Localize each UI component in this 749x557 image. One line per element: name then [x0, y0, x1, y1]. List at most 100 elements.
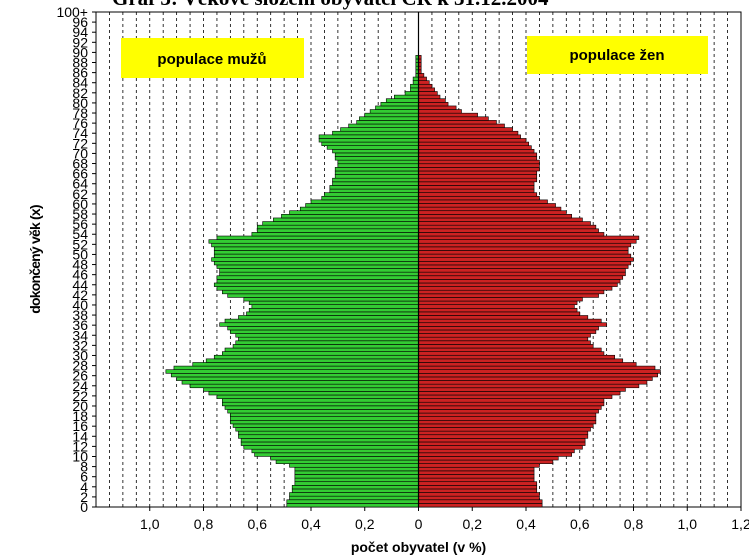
male-bar — [213, 246, 419, 251]
y-tick-label: 34 — [72, 327, 88, 343]
y-tick-label: 44 — [72, 277, 88, 293]
y-tick-label: 4 — [80, 479, 88, 495]
male-bar — [324, 192, 419, 197]
male-bar — [356, 120, 419, 125]
male-bar — [334, 174, 419, 179]
female-bar — [418, 365, 656, 371]
female-bar — [418, 326, 599, 331]
female-bar — [418, 177, 538, 183]
female-bar — [418, 271, 626, 277]
male-bar — [394, 94, 419, 100]
y-tick-label: 62 — [72, 186, 88, 202]
male-bar — [230, 416, 419, 421]
female-bar — [418, 87, 435, 92]
female-bar — [418, 358, 624, 363]
female-bar — [418, 250, 629, 255]
female-bar — [418, 304, 575, 309]
male-bar — [238, 434, 419, 439]
y-tick-label: 36 — [72, 317, 88, 333]
y-axis-title: dokončený věk (x) — [27, 205, 43, 314]
female-bar — [418, 192, 538, 197]
female-bar — [418, 362, 637, 367]
male-bar — [224, 318, 419, 324]
female-bar — [418, 134, 521, 139]
male-bar — [213, 253, 419, 258]
y-tick-label: 58 — [72, 206, 88, 222]
male-bar — [291, 488, 419, 493]
female-bar — [418, 282, 618, 287]
y-tick-label: 40 — [72, 297, 88, 313]
female-bar — [418, 459, 554, 464]
female-bar — [418, 383, 640, 389]
x-tick-label: 0,6 — [570, 516, 590, 532]
male-bar — [337, 163, 419, 168]
female-bar — [418, 188, 535, 193]
male-bar — [294, 470, 419, 475]
female-bar — [418, 307, 578, 313]
x-tick-label: 0,8 — [194, 516, 214, 532]
male-bar — [192, 362, 419, 367]
male-bar — [211, 242, 419, 248]
female-bar — [418, 394, 613, 399]
male-bar — [256, 224, 419, 230]
female-bar — [418, 416, 597, 421]
male-bar — [332, 181, 419, 186]
female-bar — [418, 485, 538, 490]
female-bar — [418, 369, 661, 374]
y-tick-label: 60 — [72, 196, 88, 212]
male-bar — [227, 293, 419, 298]
male-bar — [181, 380, 419, 385]
female-bar — [418, 405, 602, 410]
y-tick-label: 20 — [72, 398, 88, 414]
female-bar — [418, 401, 605, 407]
male-bar — [227, 409, 419, 414]
female-bar — [418, 344, 594, 349]
male-bar — [412, 76, 419, 81]
female-bar — [418, 246, 629, 251]
male-bar — [219, 322, 419, 327]
female-bar — [418, 481, 538, 486]
y-tick-label: 8 — [80, 459, 88, 475]
female-bar — [418, 210, 567, 215]
y-tick-label: 72 — [72, 135, 88, 151]
female-bar — [418, 333, 591, 338]
female-bar — [418, 409, 599, 414]
female-bar — [418, 289, 605, 295]
x-tick-label: 0,8 — [624, 516, 644, 532]
y-tick-label: 94 — [72, 24, 88, 40]
female-bar — [418, 102, 449, 107]
female-bar — [418, 261, 632, 266]
male-bar — [256, 228, 419, 233]
male-bar — [219, 271, 419, 277]
male-bar — [222, 289, 419, 295]
male-bar — [230, 329, 419, 334]
female-bar — [418, 351, 605, 356]
y-tick-label: 24 — [72, 378, 88, 394]
y-tick-label: 30 — [72, 347, 88, 363]
female-bar — [418, 174, 538, 179]
male-bar — [359, 116, 419, 121]
x-tick-label: 0,4 — [301, 516, 321, 532]
female-bar — [418, 73, 425, 78]
y-tick-label: 82 — [72, 85, 88, 101]
female-bar — [418, 257, 634, 262]
y-tick-label: 92 — [72, 34, 88, 50]
female-bar — [418, 91, 438, 96]
x-tick-label: 0,6 — [248, 516, 268, 532]
male-bar — [291, 485, 419, 490]
male-bar — [334, 156, 419, 161]
male-bar — [235, 333, 419, 338]
female-bar — [418, 127, 513, 132]
female-bar — [418, 412, 597, 417]
y-tick-label: 16 — [72, 418, 88, 434]
male-bar — [310, 199, 419, 204]
male-bar — [318, 134, 419, 139]
male-bar — [348, 123, 419, 128]
y-tick-label: 50 — [72, 246, 88, 262]
female-bar — [418, 138, 527, 143]
female-bar — [418, 141, 529, 146]
female-bar — [418, 112, 478, 118]
male-bar — [232, 423, 419, 428]
legend-box-male — [121, 38, 304, 78]
y-tick-label: 0 — [80, 499, 88, 515]
